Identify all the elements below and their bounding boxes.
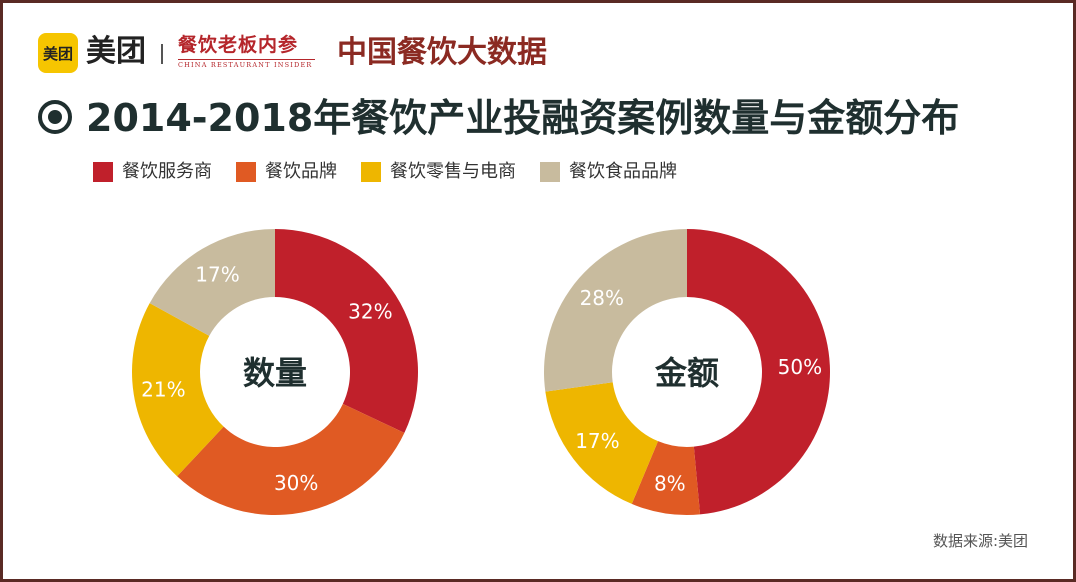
legend-label: 餐饮零售与电商 [390,161,516,182]
legend-swatch [236,162,256,182]
legend-label: 餐饮食品品牌 [569,161,677,182]
legend-item: 餐饮食品品牌 [540,160,677,184]
magazine-logo: 餐饮老板内参 CHINA RESTAURANT INSIDER [178,33,318,73]
legend-label: 餐饮品牌 [265,161,337,182]
data-label: 28% [580,286,624,310]
data-label: 21% [141,378,185,402]
donut-slice [177,403,405,515]
data-label: 17% [575,429,619,453]
data-label: 8% [654,472,686,496]
meituan-logo-icon: 美团 [38,33,78,73]
donut-center-label: 金额 [654,354,719,392]
headline: 中国餐饮大数据 [337,35,547,70]
data-label: 50% [778,355,822,379]
magazine-subtitle: CHINA RESTAURANT INSIDER [178,61,313,69]
magazine-name: 餐饮老板内参 [178,34,299,56]
data-label: 32% [348,299,392,323]
chart-title: 2014-2018年餐饮产业投融资案例数量与金额分布 [86,96,960,140]
legend-label: 餐饮服务商 [122,161,212,182]
legend-item: 餐饮品牌 [236,160,337,184]
target-bullet-icon [38,100,72,134]
donut-slice [545,382,659,504]
donut-slice [131,303,224,477]
magazine-rule [178,59,315,60]
brand-divider [161,44,163,64]
donut-center-label: 数量 [243,354,307,392]
donut-chart: 50% 8% 17% 28% 金额 [544,229,831,516]
donut-slice [687,229,831,515]
data-label: 30% [274,471,318,495]
legend-swatch [361,162,381,182]
legend-swatch [540,162,560,182]
legend-item: 餐饮零售与电商 [361,160,516,184]
data-label: 17% [195,263,239,287]
legend-swatch [93,162,113,182]
donut-chart: 32% 30% 21% 17% 数量 [131,229,418,515]
brand-name: 美团 [86,34,146,69]
donut-slice [275,229,418,433]
donut-slice [149,229,275,336]
legend-item: 餐饮服务商 [93,160,212,184]
donut-slice [631,441,701,516]
legend: 餐饮服务商 餐饮品牌 餐饮零售与电商 餐饮食品品牌 [93,160,701,184]
source-note: 数据来源:美团 [932,532,1028,550]
donut-slice [544,229,687,392]
